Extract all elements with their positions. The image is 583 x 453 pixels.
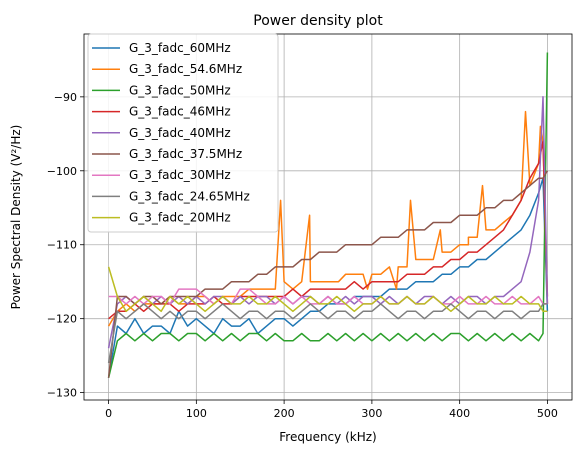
x-axis-label: Frequency (kHz) <box>279 430 376 444</box>
series-line-9 <box>107 266 548 313</box>
plot-frame <box>83 33 573 401</box>
legend-label-1: G_3_fadc_60MHz <box>129 41 231 55</box>
chart-title: Power density plot <box>253 13 383 29</box>
legend-label-2: G_3_fadc_54.6MHz <box>129 62 242 76</box>
y-tick-label: −130 <box>47 387 77 400</box>
series-line-2 <box>107 110 549 327</box>
series-line-8 <box>107 303 548 364</box>
legend-label-7: G_3_fadc_30MHz <box>129 168 231 182</box>
y-tick-label: −120 <box>47 313 77 326</box>
x-tick-label: 300 <box>361 407 382 420</box>
y-tick-label: −90 <box>54 91 77 104</box>
legend-label-3: G_3_fadc_50MHz <box>129 83 231 97</box>
y-tick-label: −100 <box>47 165 77 178</box>
series-line-4 <box>108 140 549 320</box>
series-line-1 <box>107 177 549 378</box>
legend-box <box>87 33 279 233</box>
legend-label-4: G_3_fadc_46MHz <box>129 105 231 119</box>
legend-label-6: G_3_fadc_37.5MHz <box>129 147 242 161</box>
x-tick-label: 0 <box>105 407 112 420</box>
legend-label-5: G_3_fadc_40MHz <box>129 126 231 140</box>
x-tick-label: 500 <box>537 407 558 420</box>
legend: G_3_fadc_60MHz G_3_fadc_54.6MHz G_3_fadc_5… <box>87 33 279 233</box>
axis-ticks: 0 100 200 300 400 500 −130 −120 −110 −100 −90 <box>47 91 558 420</box>
series-lines <box>107 52 549 378</box>
series-line-6 <box>107 170 549 378</box>
series-line-3 <box>107 52 549 378</box>
x-tick-label: 200 <box>274 407 295 420</box>
x-tick-label: 100 <box>186 407 207 420</box>
y-axis-label: Power Spectral Density (V²/Hz) <box>9 125 23 310</box>
legend-label-9: G_3_fadc_20MHz <box>129 211 231 225</box>
x-tick-label: 400 <box>449 407 470 420</box>
legend-label-8: G_3_fadc_24.65MHz <box>129 189 250 203</box>
y-tick-label: −110 <box>47 239 77 252</box>
